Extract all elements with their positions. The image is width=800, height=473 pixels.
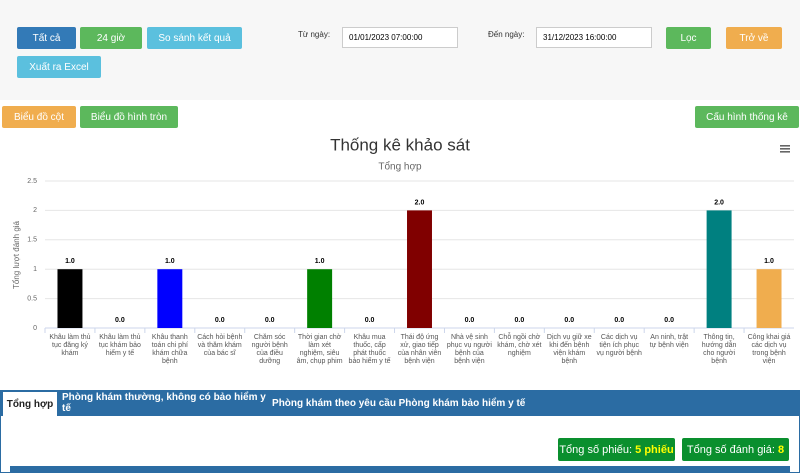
bar-chart-button[interactable]: Biểu đồ cột xyxy=(2,106,76,128)
x-tick-label: Công khai giá các dịch vụ trong bệnh việ… xyxy=(747,334,791,365)
compare-button[interactable]: So sánh kết quả xyxy=(147,27,242,49)
tab[interactable]: Tổng hợp xyxy=(3,392,57,416)
ratings-value: 8 xyxy=(778,443,785,456)
x-tick-label: Chỗ ngồi chờ khám, chờ xét nghiệm xyxy=(497,334,542,357)
forms-label: Tổng số phiếu: xyxy=(559,443,633,456)
tab-bar xyxy=(0,390,800,416)
back-button[interactable]: Trở về xyxy=(726,27,782,49)
bar xyxy=(756,269,782,328)
bar xyxy=(307,269,333,328)
data-label: 1.0 xyxy=(315,258,325,265)
data-label: 1.0 xyxy=(764,258,774,265)
from-input[interactable]: 01/01/2023 07:00:00 xyxy=(342,27,458,48)
chart-subtitle: Tổng hợp xyxy=(378,161,422,173)
data-label: 0.0 xyxy=(564,317,574,324)
y-axis-label: Tổng lượt đánh giá xyxy=(12,220,21,289)
to-label: Đến ngày: xyxy=(488,30,525,39)
x-tick-label: Khâu làm thủ tục khám bảo hiểm y tế xyxy=(98,334,141,357)
tab[interactable]: Phòng khám theo yêu cầu xyxy=(272,397,396,409)
ratings-label: Tổng số đánh giá: xyxy=(686,443,775,456)
x-tick-label: Nhà vệ sinh phục vụ người bệnh của bệnh … xyxy=(446,334,492,365)
data-label: 1.0 xyxy=(65,258,75,265)
data-label: 0.0 xyxy=(664,317,674,324)
x-tick-label: Thời gian chờ làm xét nghiệm, siêu âm, c… xyxy=(296,334,343,365)
ratings-total: Tổng số đánh giá: 8 xyxy=(682,438,789,461)
toolbar-bg xyxy=(0,0,800,100)
bar xyxy=(407,210,432,328)
y-tick-label: 1 xyxy=(33,266,37,273)
chart: Thống kê khảo sát Tổng hợp Tổng lượt đán… xyxy=(12,135,794,333)
y-tick-label: 2 xyxy=(33,207,37,214)
data-label: 0.0 xyxy=(614,317,624,324)
data-label: 0.0 xyxy=(514,317,524,324)
tab[interactable]: Phòng khám thường, không có bảo hiểm y t… xyxy=(62,392,266,414)
x-tick-label: Các dịch vụ tiện ích phục vụ người bệnh xyxy=(596,334,642,357)
x-tick-label: Khâu mua thuốc, cấp phát thuốc bảo hiểm … xyxy=(348,334,391,365)
data-label: 2.0 xyxy=(415,199,425,206)
x-tick-label: Thông tin, hướng dẫn cho người bệnh xyxy=(701,334,737,365)
bar xyxy=(706,210,732,328)
menu-icon[interactable] xyxy=(780,145,790,153)
x-tick-label: Thái độ ứng xử, giao tiếp của nhân viên … xyxy=(397,334,442,365)
chart-title: Thống kê khảo sát xyxy=(330,135,470,154)
to-input[interactable]: 31/12/2023 16:00:00 xyxy=(536,27,652,48)
y-tick-label: 0 xyxy=(33,325,37,332)
24h-button[interactable]: 24 giờ xyxy=(80,27,142,49)
bar xyxy=(157,269,183,328)
x-tick-label: Cách hỏi bệnh và thăm khám của bác sĩ xyxy=(197,334,243,357)
x-tick-label: Khâu làm thủ tục đăng ký khám xyxy=(49,334,91,357)
filter-button[interactable]: Lọc xyxy=(666,27,711,49)
y-tick-label: 1.5 xyxy=(27,237,37,244)
all-button[interactable]: Tất cả xyxy=(17,27,76,49)
forms-value: 5 phiếu xyxy=(635,443,674,456)
table-header xyxy=(10,466,790,473)
data-label: 0.0 xyxy=(215,317,225,324)
y-tick-label: 0.5 xyxy=(27,295,37,302)
x-tick-label: Khâu thanh toán chi phí khám chữa bệnh xyxy=(151,334,188,365)
bar xyxy=(57,269,83,328)
data-label: 0.0 xyxy=(365,317,375,324)
data-label: 0.0 xyxy=(115,317,125,324)
tab[interactable]: Phòng khám bảo hiểm y tế xyxy=(398,397,526,409)
x-tick-label: Chăm sóc người bệnh của điều dưỡng xyxy=(251,334,288,365)
data-label: 2.0 xyxy=(714,199,724,206)
y-tick-label: 2.5 xyxy=(27,178,37,185)
data-label: 0.0 xyxy=(465,317,475,324)
data-label: 1.0 xyxy=(165,258,175,265)
x-tick-label: An ninh, trật tự bệnh viện xyxy=(649,334,689,349)
excel-button[interactable]: Xuất ra Excel xyxy=(17,56,101,78)
from-label: Từ ngày: xyxy=(298,30,331,39)
config-button[interactable]: Cấu hình thống kê xyxy=(695,106,799,128)
pie-chart-button[interactable]: Biểu đồ hình tròn xyxy=(80,106,178,128)
data-label: 0.0 xyxy=(265,317,275,324)
forms-total: Tổng số phiếu: 5 phiếu xyxy=(558,438,675,461)
x-tick-label: Dịch vụ giữ xe khi đến bệnh viện khám bệ… xyxy=(546,334,592,365)
